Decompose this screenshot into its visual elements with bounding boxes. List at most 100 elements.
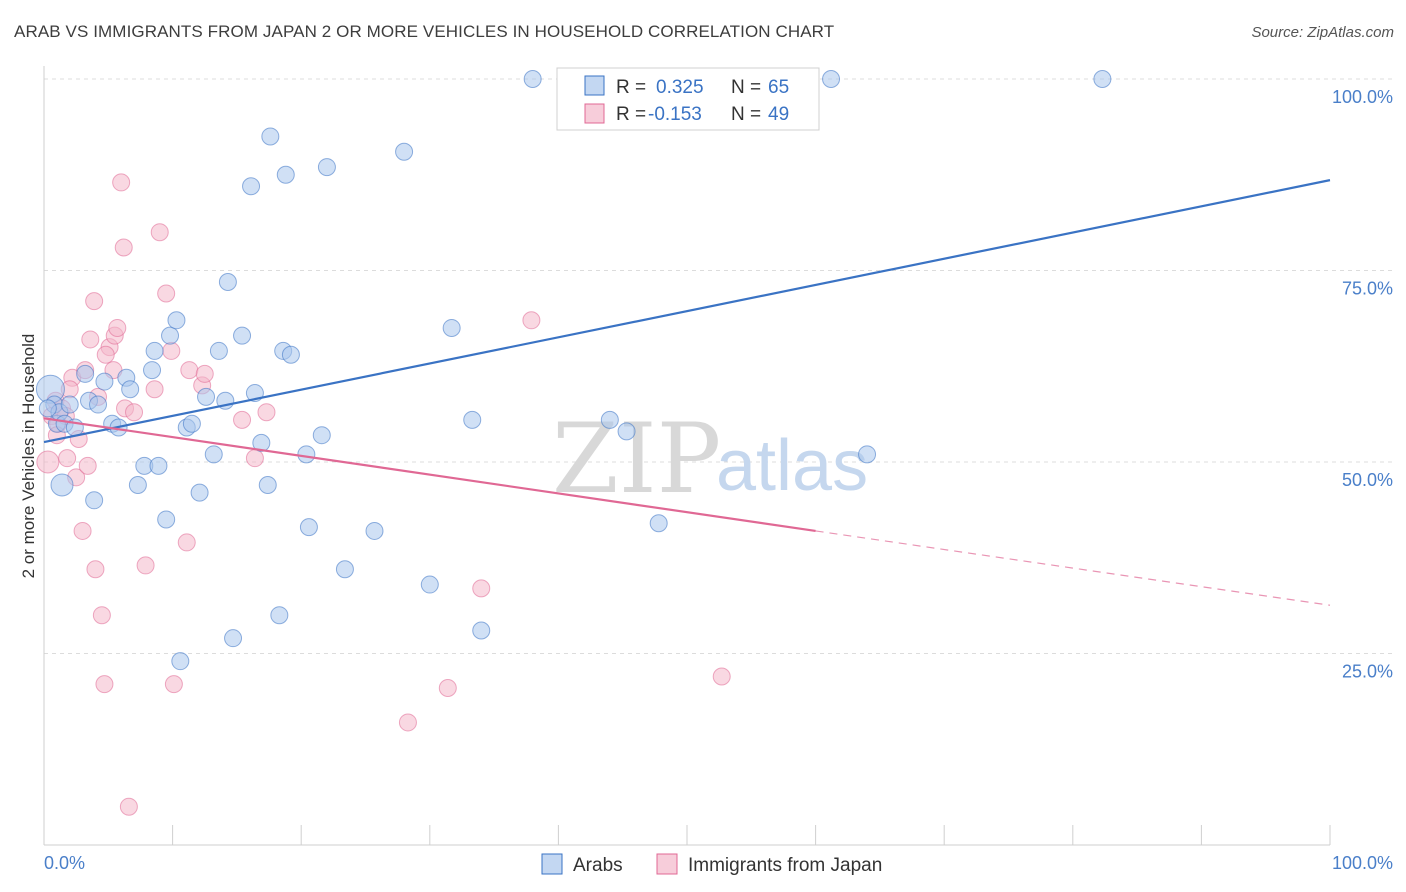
arab-point [204, 445, 223, 464]
y-axis-label: 2 or more Vehicles in Household [19, 334, 38, 579]
x-tick-label: 0.0% [44, 853, 85, 873]
arab-point [60, 395, 79, 414]
arab-point [85, 491, 104, 510]
arab-point [89, 395, 108, 414]
arab-point [822, 70, 841, 88]
watermark-zip: ZIP [552, 403, 721, 515]
japan-point [108, 318, 127, 337]
japan-point [162, 341, 181, 360]
japan-point [114, 238, 133, 257]
japan-point [233, 410, 252, 429]
arab-point [161, 326, 180, 345]
trend-lines [43, 179, 1331, 606]
bottom-legend-swatch-arabs [541, 853, 563, 875]
bottom-legend-label-arabs: Arabs [573, 855, 623, 876]
trend-line-japan-extension [815, 530, 1331, 606]
legend-r-label-arabs: R = [616, 77, 646, 98]
arab-point [335, 560, 354, 579]
legend-n-label-arabs: N = [731, 77, 761, 98]
japan-point [177, 533, 196, 552]
arab-point [38, 399, 57, 418]
japan-point [136, 556, 155, 575]
x-tick-label: 100.0% [1332, 853, 1393, 873]
series-arabs [35, 70, 1112, 671]
arab-point [76, 364, 95, 383]
correlation-legend: R = 0.325 N = 65 R = -0.153 N = 49 [556, 67, 820, 131]
chart-title: ARAB VS IMMIGRANTS FROM JAPAN 2 OR MORE … [14, 22, 835, 41]
arab-point [224, 629, 243, 648]
japan-point [712, 667, 731, 686]
arab-point [858, 445, 877, 464]
arab-point [299, 518, 318, 537]
arab-point [317, 158, 336, 177]
japan-point [58, 449, 77, 468]
arab-point [209, 341, 228, 360]
arab-point [442, 318, 461, 337]
arab-point [463, 410, 482, 429]
legend-n-value-arabs: 65 [768, 77, 789, 98]
japan-point [92, 606, 111, 625]
arab-point [157, 510, 176, 529]
watermark: ZIP atlas [552, 403, 868, 515]
japan-point [164, 675, 183, 694]
japan-point [86, 560, 105, 579]
arab-point [472, 621, 491, 640]
legend-r-label-japan: R = [616, 104, 646, 125]
japan-point [195, 364, 214, 383]
arab-point [617, 422, 636, 441]
japan-point [398, 713, 417, 732]
japan-point [257, 403, 276, 422]
legend-n-value-japan: 49 [768, 104, 789, 125]
japan-point [85, 292, 104, 311]
japan-point [78, 456, 97, 475]
arab-point [218, 272, 237, 291]
legend-n-label-japan: N = [731, 104, 761, 125]
series-legend: Arabs Immigrants from Japan [541, 853, 882, 876]
japan-point [96, 345, 115, 364]
y-tick-label: 25.0% [1342, 662, 1393, 682]
arab-point [95, 372, 114, 391]
japan-point [438, 678, 457, 697]
arab-point [270, 606, 289, 625]
japan-point [157, 284, 176, 303]
arab-point [121, 380, 140, 399]
arab-point [167, 311, 186, 330]
japan-point [112, 173, 131, 192]
legend-swatch-japan [584, 103, 605, 124]
arab-point [523, 70, 542, 88]
axis-layer: 25.0% 50.0% 75.0% 100.0% 0.0% 100.0% [43, 66, 1393, 873]
arab-point [50, 473, 74, 497]
arab-point [190, 483, 209, 502]
japan-point [180, 361, 199, 380]
arab-point [171, 652, 190, 671]
arab-point [128, 475, 147, 494]
arab-point [143, 361, 162, 380]
arab-point [297, 445, 316, 464]
bottom-legend-swatch-japan [656, 853, 678, 875]
arab-point [365, 521, 384, 540]
arab-point [649, 514, 668, 533]
arab-point [182, 414, 201, 433]
arab-point [420, 575, 439, 594]
arab-point [252, 433, 271, 452]
arab-point [258, 475, 277, 494]
arab-point [261, 127, 280, 146]
legend-r-value-japan: -0.153 [648, 104, 702, 125]
y-tick-label: 75.0% [1342, 279, 1393, 299]
arab-point [281, 345, 300, 364]
arab-point [600, 410, 619, 429]
japan-point [81, 330, 100, 349]
japan-point [95, 675, 114, 694]
arab-point [149, 456, 168, 475]
chart-source: Source: ZipAtlas.com [1251, 24, 1394, 41]
watermark-atlas: atlas [716, 426, 868, 506]
japan-point [73, 521, 92, 540]
trend-line-arabs [43, 179, 1331, 444]
arab-point [242, 177, 261, 196]
arab-point [197, 387, 216, 406]
arab-point [276, 165, 295, 184]
japan-point [119, 797, 138, 816]
japan-point [522, 311, 541, 330]
japan-point [245, 449, 264, 468]
